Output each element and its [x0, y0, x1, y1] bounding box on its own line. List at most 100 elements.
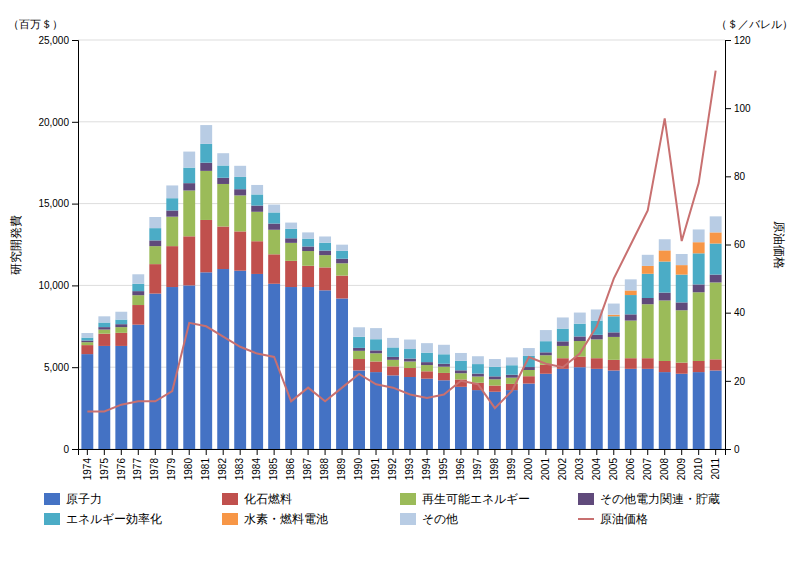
x-tick: 1998 [489, 449, 500, 480]
tick-mark [698, 449, 699, 455]
x-tick-label: 1991 [370, 458, 381, 481]
bar [353, 370, 365, 449]
unit-label: （百万＄） [8, 18, 63, 31]
x-tick: 1978 [149, 449, 160, 480]
bar [404, 349, 416, 358]
tick-mark [443, 449, 444, 455]
bar [642, 369, 654, 449]
bar [234, 166, 246, 177]
tick-mark [725, 108, 731, 109]
x-tick: 2000 [523, 449, 534, 480]
legend-label: その他 [422, 512, 458, 526]
bar [183, 168, 195, 184]
bar [608, 316, 620, 332]
tick-mark [725, 381, 731, 382]
tick-mark [206, 449, 207, 455]
bar [506, 390, 518, 449]
y-axis-title: 研究開発費 [9, 215, 23, 275]
x-tick-label: 1975 [99, 458, 110, 481]
bar [234, 195, 246, 231]
bar [404, 361, 416, 368]
y2-tick-label: 80 [734, 171, 746, 182]
x-tick: 1974 [82, 449, 93, 480]
grid-line [78, 121, 725, 122]
legend-swatch [222, 513, 238, 525]
bar [676, 275, 688, 303]
tick-mark [104, 449, 105, 455]
bar-series [81, 125, 721, 367]
bar [217, 227, 229, 270]
bar [251, 185, 263, 194]
bar [455, 373, 467, 379]
bar [625, 321, 637, 359]
bar [676, 302, 688, 310]
x-tick: 2009 [676, 449, 687, 480]
bar [642, 304, 654, 358]
x-tick-label: 1999 [506, 458, 517, 481]
chart: 1974197519761977197819791980198119821983… [0, 0, 800, 561]
x-axis: 1974197519761977197819791980198119821983… [79, 449, 726, 480]
y2-tick-label: 20 [734, 376, 746, 387]
bar [251, 212, 263, 241]
bar [540, 374, 552, 449]
legend-item: 原油価格 [578, 512, 648, 526]
tick-mark [545, 449, 546, 455]
bar [217, 165, 229, 177]
y-tick-label: 5,000 [44, 362, 69, 373]
y2-axis: 020406080100120 [725, 35, 751, 455]
x-tick-label: 2011 [710, 458, 721, 480]
y2-tick: 120 [725, 35, 751, 46]
bar [540, 365, 552, 374]
bar [166, 246, 178, 287]
y-tick: 0 [63, 444, 78, 455]
bar [608, 332, 620, 337]
x-tick: 2010 [693, 449, 704, 480]
bar [98, 327, 110, 329]
bar [200, 220, 212, 272]
bar-series [81, 163, 721, 380]
bar [234, 231, 246, 270]
x-tick-label: 1997 [472, 458, 483, 481]
x-tick-label: 1983 [234, 458, 245, 481]
bar [710, 216, 722, 232]
bar [693, 253, 705, 284]
bar [387, 347, 399, 356]
bar [302, 232, 314, 238]
bar [455, 361, 467, 370]
x-tick: 2004 [591, 449, 602, 480]
bar [285, 223, 297, 229]
bar [149, 217, 161, 228]
x-tick: 1980 [183, 449, 194, 480]
axis-line [726, 41, 732, 450]
bar [336, 263, 348, 275]
legend-item: 再生可能エネルギー [400, 492, 530, 506]
x-tick: 1979 [166, 449, 177, 480]
legend-label: 再生可能エネルギー [422, 492, 530, 506]
x-tick-label: 1993 [404, 458, 415, 481]
bar [319, 267, 331, 290]
x-tick: 1981 [200, 449, 211, 480]
tick-mark [409, 449, 410, 455]
x-tick-label: 1985 [268, 458, 279, 481]
x-tick: 2006 [625, 449, 636, 480]
bar [353, 348, 365, 351]
tick-mark [359, 449, 360, 455]
tick-mark [725, 176, 731, 177]
bar [710, 232, 722, 243]
bar [489, 386, 501, 392]
bar [659, 293, 671, 301]
bar [710, 370, 722, 449]
bar [523, 376, 535, 383]
y-tick-label: 15,000 [38, 198, 69, 209]
bar [438, 373, 450, 380]
x-tick: 1997 [472, 449, 483, 480]
x-tick: 1983 [234, 449, 245, 480]
tick-mark [613, 449, 614, 455]
x-tick-label: 2003 [574, 458, 585, 481]
bar [455, 387, 467, 449]
legend-item: 原子力 [44, 492, 102, 506]
tick-mark [72, 204, 78, 205]
bar [438, 364, 450, 367]
bar [81, 345, 93, 354]
bar [98, 323, 110, 328]
